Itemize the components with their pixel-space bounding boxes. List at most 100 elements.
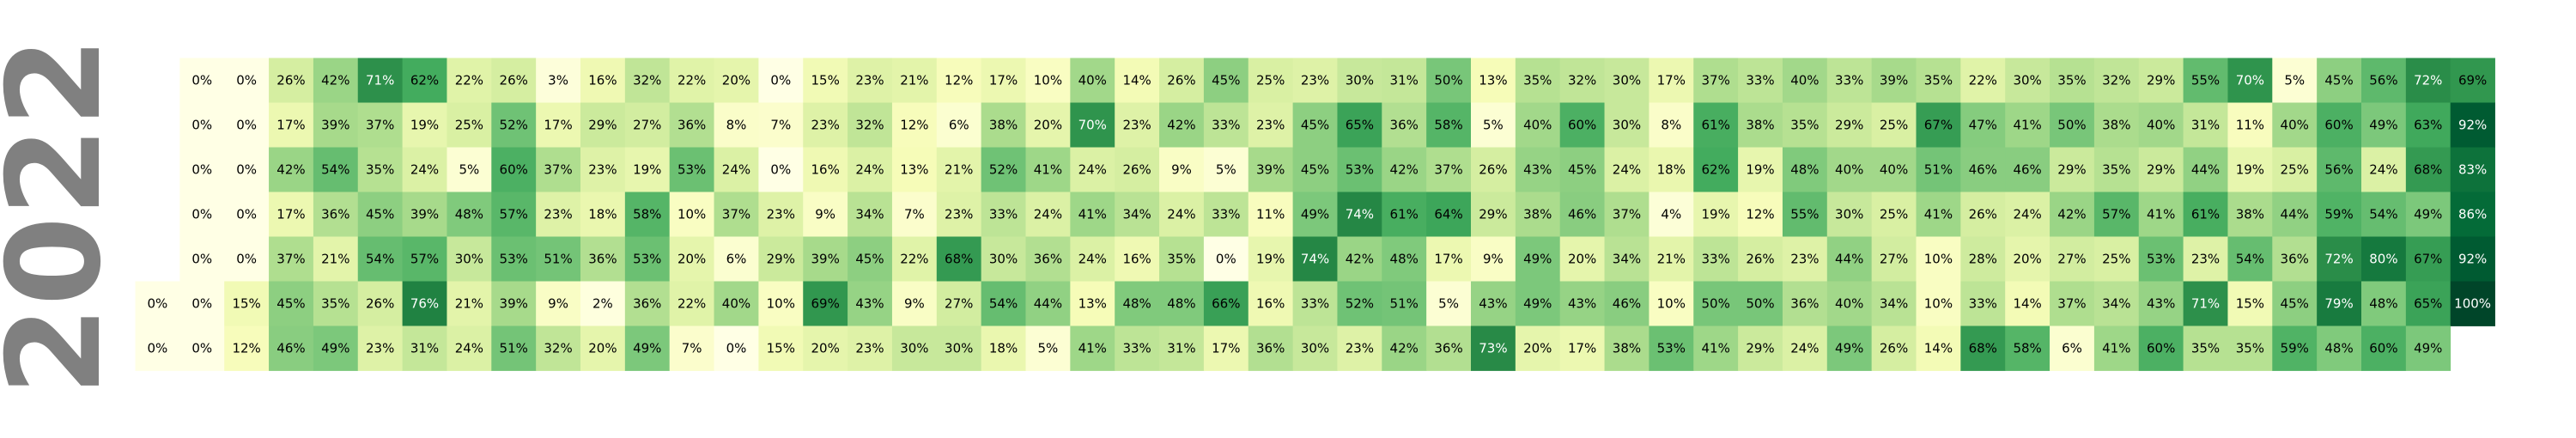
cell-value-label: 60% — [2369, 341, 2397, 356]
cell-value-label: 34% — [1880, 296, 1908, 312]
heatmap-cell — [580, 236, 626, 282]
heatmap-cell — [135, 281, 180, 326]
heatmap-cell — [1337, 236, 1382, 282]
heatmap-cell — [2093, 147, 2140, 192]
heatmap-cell — [135, 325, 180, 371]
cell-value-label: 23% — [945, 207, 973, 222]
cell-value-label: 60% — [500, 162, 528, 178]
heatmap-cell — [2183, 192, 2228, 237]
heatmap-cell — [2183, 281, 2228, 326]
heatmap-cell — [1292, 192, 1338, 237]
heatmap-cell — [669, 236, 714, 282]
heatmap-cell — [536, 236, 581, 282]
heatmap-cell — [936, 102, 982, 148]
cell-value-label: 30% — [455, 252, 483, 267]
heatmap-cell — [2005, 192, 2050, 237]
heatmap-cell — [357, 325, 403, 371]
heatmap-cell — [1871, 325, 1917, 371]
cell-value-label: 27% — [945, 296, 973, 312]
cell-value-label: 42% — [1346, 252, 1374, 267]
heatmap-cell — [1738, 325, 1783, 371]
heatmap-cell — [2317, 102, 2362, 148]
cell-value-label: 46% — [276, 341, 305, 356]
heatmap-cell — [624, 281, 671, 326]
cell-value-label: 56% — [2369, 73, 2397, 88]
cell-value-label: 68% — [945, 252, 973, 267]
cell-value-label: 47% — [1969, 118, 1997, 133]
heatmap-cell — [981, 147, 1026, 192]
cell-value-label: 35% — [2102, 162, 2130, 178]
heatmap-cell — [981, 192, 1026, 237]
cell-value-label: 10% — [767, 296, 795, 312]
cell-value-label: 0% — [236, 252, 257, 267]
heatmap-cell — [1115, 58, 1160, 103]
cell-value-label: 20% — [588, 341, 617, 356]
heatmap-cell — [1471, 281, 1516, 326]
cell-value-label: 24% — [722, 162, 750, 178]
heatmap-cell — [1782, 102, 1828, 148]
heatmap-cell — [848, 281, 893, 326]
heatmap-cell — [1426, 236, 1472, 282]
cell-value-label: 46% — [2013, 162, 2041, 178]
cell-value-label: 21% — [1657, 252, 1686, 267]
heatmap-cell — [313, 58, 359, 103]
cell-value-label: 19% — [410, 118, 439, 133]
cell-value-label: 37% — [1434, 162, 1462, 178]
heatmap-cell — [758, 281, 804, 326]
cell-value-label: 36% — [588, 252, 617, 267]
heatmap-cell — [1115, 281, 1160, 326]
cell-value-label: 11% — [1256, 207, 1285, 222]
cell-value-label: 22% — [455, 73, 483, 88]
heatmap-cell — [2227, 192, 2273, 237]
cell-value-label: 19% — [2236, 162, 2264, 178]
heatmap-cell — [402, 325, 447, 371]
cell-value-label: 48% — [1167, 296, 1195, 312]
heatmap-cell — [1604, 58, 1649, 103]
heatmap-cell — [313, 236, 359, 282]
cell-value-label: 22% — [677, 296, 706, 312]
cell-value-label: 37% — [544, 162, 572, 178]
cell-value-label: 53% — [2147, 252, 2175, 267]
heatmap-cell — [1738, 236, 1783, 282]
heatmap-cell — [1871, 236, 1917, 282]
heatmap-cell — [2227, 102, 2273, 148]
heatmap-cell — [224, 325, 270, 371]
cell-value-label: 45% — [276, 296, 305, 312]
cell-value-label: 22% — [677, 73, 706, 88]
cell-value-label: 0% — [191, 162, 212, 178]
cell-value-label: 19% — [633, 162, 661, 178]
cell-value-label: 29% — [588, 118, 617, 133]
cell-value-label: 13% — [1479, 73, 1507, 88]
cell-value-label: 26% — [1167, 73, 1195, 88]
heatmap-cell — [714, 236, 759, 282]
heatmap-cell — [1649, 236, 1694, 282]
cell-value-label: 52% — [500, 118, 528, 133]
cell-value-label: 71% — [366, 73, 394, 88]
heatmap-cell — [714, 147, 759, 192]
cell-value-label: 69% — [811, 296, 840, 312]
cell-value-label: 17% — [276, 207, 305, 222]
heatmap-cell — [1292, 236, 1338, 282]
heatmap-cell — [714, 281, 759, 326]
heatmap-cell — [1426, 192, 1472, 237]
cell-value-label: 21% — [900, 73, 928, 88]
heatmap-cell — [313, 102, 359, 148]
cell-value-label: 32% — [544, 341, 572, 356]
cell-value-label: 31% — [410, 341, 439, 356]
cell-value-label: 72% — [2414, 73, 2442, 88]
heatmap-cell — [891, 325, 938, 371]
heatmap-cell — [313, 147, 359, 192]
heatmap-cell — [1337, 147, 1382, 192]
cell-value-label: 29% — [767, 252, 795, 267]
heatmap-cell — [1159, 147, 1205, 192]
cell-value-label: 37% — [1613, 207, 1641, 222]
cell-value-label: 34% — [855, 207, 884, 222]
heatmap-cell — [2361, 102, 2407, 148]
cell-value-label: 29% — [1746, 341, 1774, 356]
heatmap-cell — [848, 236, 893, 282]
heatmap-cell — [624, 236, 671, 282]
heatmap-cell — [891, 58, 938, 103]
cell-value-label: 55% — [2191, 73, 2220, 88]
cell-value-label: 48% — [1122, 296, 1151, 312]
cell-value-label: 37% — [2057, 296, 2086, 312]
